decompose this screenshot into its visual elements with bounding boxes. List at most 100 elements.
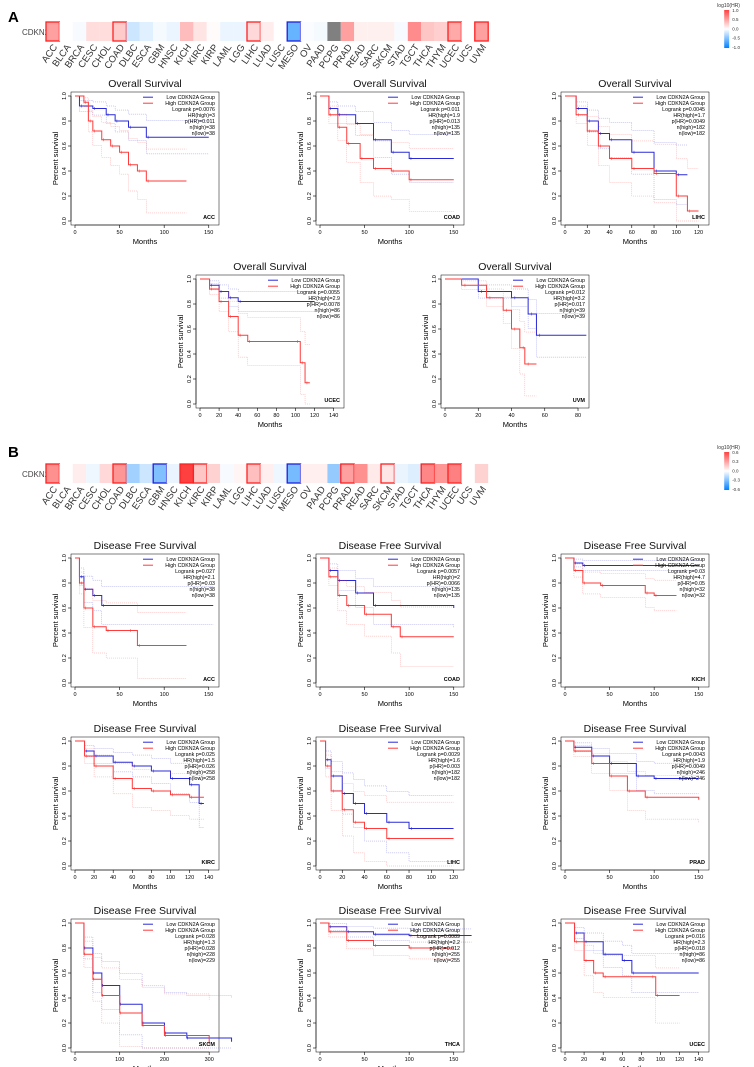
legend-entry: Low CDKN2A Group: [166, 95, 215, 101]
y-tick-label: 0.6: [552, 787, 558, 795]
x-axis-label: Months: [378, 699, 403, 708]
heatmap-cell: [126, 22, 140, 41]
high-ci-line: [320, 557, 454, 608]
stat-line: n(low)=39: [562, 314, 585, 320]
stat-line: HR(high)=2.2: [428, 940, 460, 946]
x-axis-label: Months: [258, 420, 283, 429]
legend-entry: High CDKN2A Group: [165, 928, 215, 934]
plot-frame: [315, 736, 465, 871]
plot-frame: [315, 553, 465, 688]
plot-title: Overall Survival: [353, 78, 427, 90]
y-tick-label: 0.8: [62, 944, 68, 952]
plot-frame: [560, 736, 710, 871]
low-survival-curve: [565, 95, 688, 176]
high-ci-line: [75, 95, 187, 150]
km-plot-acc: Disease Free Survival 0.0 0.2 0.4 0.6 0.8 1.0 0…: [51, 540, 220, 708]
heatmap-cell: [286, 463, 302, 484]
heatmap-cell: [434, 464, 448, 483]
y-tick-label: 0.8: [552, 579, 558, 587]
heatmap-cell: [206, 22, 221, 41]
low-ci-line: [565, 557, 699, 561]
y-tick-label: 0.8: [187, 300, 193, 308]
stat-line: p(HR)=0.028: [185, 946, 216, 952]
heatmap-cell: [59, 22, 73, 41]
y-tick-label: 0.8: [432, 300, 438, 308]
low-ci-line: [565, 922, 699, 954]
x-tick-label: 100: [427, 875, 436, 881]
x-tick-label: 20: [216, 413, 222, 419]
x-tick-label: 80: [575, 413, 581, 419]
y-tick-label: 0.8: [307, 579, 313, 587]
x-tick-label: 80: [406, 875, 412, 881]
y-tick-label: 1.0: [187, 275, 193, 283]
y-tick-label: 0.4: [62, 994, 68, 1002]
y-tick-label: 0.6: [307, 787, 313, 795]
stat-line: n(low)=32: [682, 593, 705, 599]
y-tick-label: 0.0: [307, 862, 313, 870]
heatmap-cell: [381, 22, 395, 41]
heatmap-cell: [152, 463, 168, 484]
plot-title: Disease Free Survival: [94, 905, 197, 917]
legend-entry: High CDKN2A Group: [655, 928, 705, 934]
heatmap-cell: [112, 21, 128, 42]
y-axis-label: Percent survival: [541, 958, 550, 1012]
y-axis-label: Percent survival: [296, 593, 305, 647]
high-survival-curve: [200, 278, 310, 384]
legend-entry: High CDKN2A Group: [655, 563, 705, 569]
heatmap-cell: [260, 464, 274, 483]
x-axis-label: Months: [378, 1064, 403, 1067]
heatmap-cell: [233, 22, 247, 41]
legend-tick: 0.0: [732, 468, 739, 473]
heatmap-cell: [246, 21, 262, 42]
x-tick-label: 100: [656, 1057, 665, 1063]
stat-line: n(high)=135: [432, 587, 460, 593]
plot-title: Disease Free Survival: [339, 723, 442, 735]
x-tick-label: 60: [254, 413, 260, 419]
y-axis-label: Percent survival: [541, 131, 550, 185]
x-tick-label: 100: [405, 230, 414, 236]
heatmap-b: CDKN2AACCBLCABRCACESCCHOLCOADDLBCESCAGBM…: [22, 445, 740, 514]
heatmap-cell: [112, 463, 128, 484]
y-tick-label: 0.2: [552, 837, 558, 845]
stat-line: p(HR)=0.026: [185, 764, 216, 770]
x-tick-label: 120: [675, 1057, 684, 1063]
stat-line: n(low)=38: [192, 593, 215, 599]
x-tick-label: 100: [160, 692, 169, 698]
heatmap-cell: [447, 21, 463, 42]
x-tick-label: 50: [362, 230, 368, 236]
x-axis-label: Months: [623, 699, 648, 708]
y-tick-label: 0.6: [62, 142, 68, 150]
low-ci-line: [75, 95, 209, 121]
x-tick-label: 120: [310, 413, 319, 419]
y-tick-label: 0.0: [187, 400, 193, 408]
x-tick-label: 100: [166, 875, 175, 881]
x-tick-label: 100: [291, 413, 300, 419]
stat-line: n(high)=32: [680, 587, 706, 593]
high-survival-curve: [320, 557, 454, 638]
stat-line: HR(high)=2: [433, 575, 460, 581]
plot-frame: [315, 91, 465, 226]
legend-tick: -1.0: [732, 45, 740, 50]
x-axis-label: Months: [133, 237, 158, 246]
heatmap-cell: [421, 22, 435, 41]
y-axis-label: Percent survival: [541, 593, 550, 647]
stat-line: HR(high)=3.2: [553, 296, 585, 302]
y-axis-label: Percent survival: [51, 958, 60, 1012]
heatmap-cell: [193, 22, 207, 41]
x-tick-label: 20: [581, 1057, 587, 1063]
stat-line: p(HR)=0.0066: [427, 581, 460, 587]
high-ci-line: [200, 278, 310, 345]
y-tick-label: 0.0: [62, 679, 68, 687]
x-tick-label: 0: [443, 413, 446, 419]
stat-line: n(low)=182: [679, 131, 705, 137]
y-tick-label: 0.2: [552, 1019, 558, 1027]
heatmap-cell: [99, 22, 113, 41]
km-plot-uvm: Overall Survival 0.0 0.2 0.4 0.6 0.8 1.0 0 20 40 6…: [421, 261, 590, 429]
heatmap-cell: [273, 464, 288, 483]
x-tick-label: 60: [129, 875, 135, 881]
y-tick-label: 0.4: [307, 812, 313, 820]
x-tick-label: 150: [449, 692, 458, 698]
heatmap-cell: [300, 22, 314, 41]
stat-line: p(HR)=0.03: [187, 581, 215, 587]
plot-title: Disease Free Survival: [339, 905, 442, 917]
